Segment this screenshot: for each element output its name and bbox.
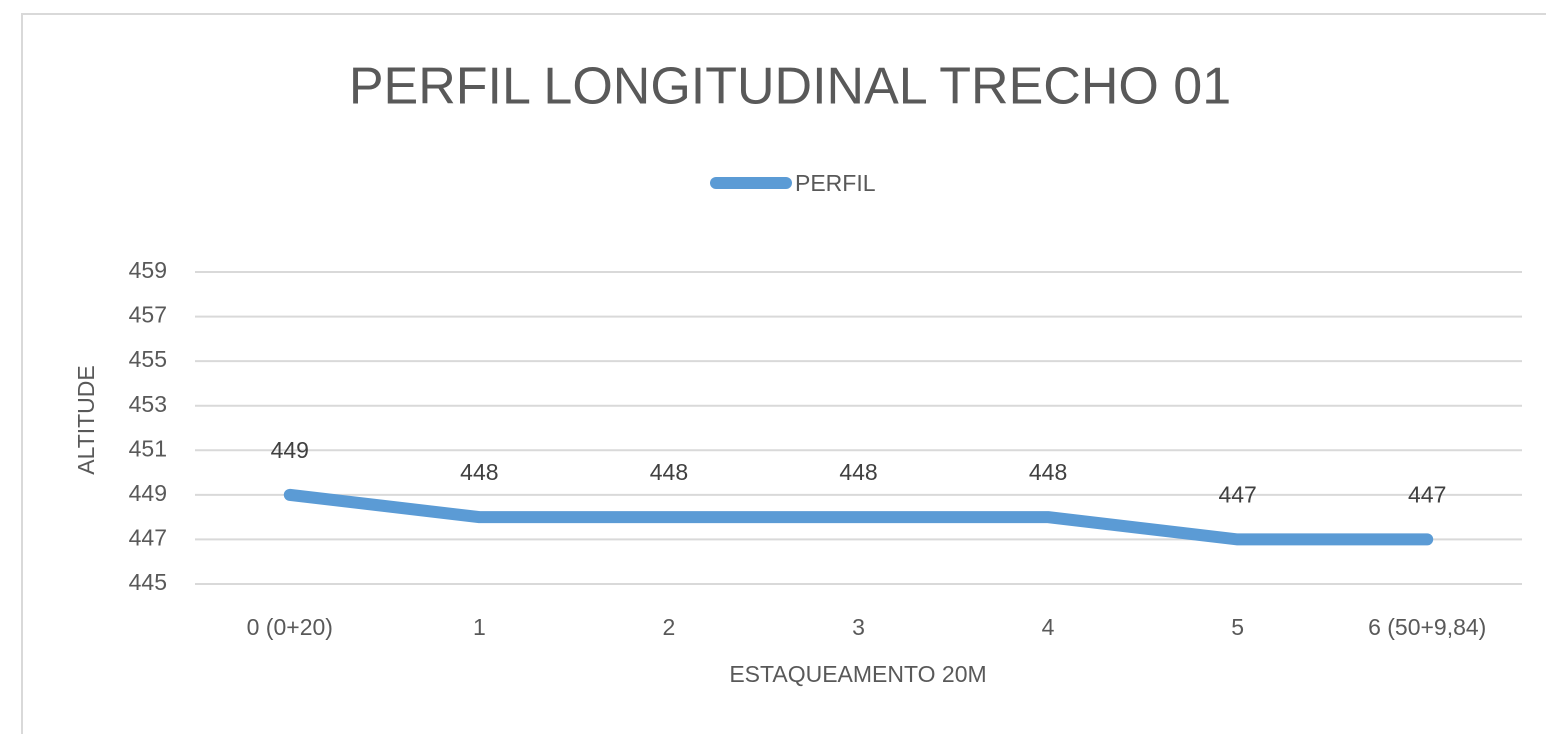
- x-axis-label: ESTAQUEAMENTO 20M: [729, 661, 986, 687]
- y-axis-label: ALTITUDE: [73, 365, 99, 474]
- data-label: 448: [650, 459, 688, 485]
- y-tick-label: 449: [129, 480, 167, 506]
- y-tick-label: 451: [129, 435, 167, 461]
- x-tick-label: 0 (0+20): [247, 614, 333, 640]
- y-tick-label: 455: [129, 346, 167, 372]
- y-tick-label: 453: [129, 391, 167, 417]
- data-label: 447: [1218, 482, 1256, 508]
- x-tick-label: 3: [852, 614, 865, 640]
- x-tick-label: 2: [663, 614, 676, 640]
- data-label: 449: [271, 437, 309, 463]
- y-tick-label: 457: [129, 302, 167, 328]
- x-tick-label: 1: [473, 614, 486, 640]
- y-tick-label: 445: [129, 569, 167, 595]
- y-tick-label: 447: [129, 525, 167, 551]
- y-tick-label: 459: [129, 257, 167, 283]
- data-label: 448: [1029, 459, 1067, 485]
- data-label: 448: [460, 459, 498, 485]
- x-tick-label: 5: [1231, 614, 1244, 640]
- legend-label: PERFIL: [795, 170, 876, 196]
- data-label: 448: [839, 459, 877, 485]
- chart-frame: [21, 13, 1546, 734]
- data-line: [283, 488, 1434, 546]
- data-label: 447: [1408, 482, 1446, 508]
- x-tick-label: 4: [1042, 614, 1055, 640]
- x-tick-label: 6 (50+9,84): [1368, 614, 1486, 640]
- chart-title: PERFIL LONGITUDINAL TRECHO 01: [349, 58, 1231, 116]
